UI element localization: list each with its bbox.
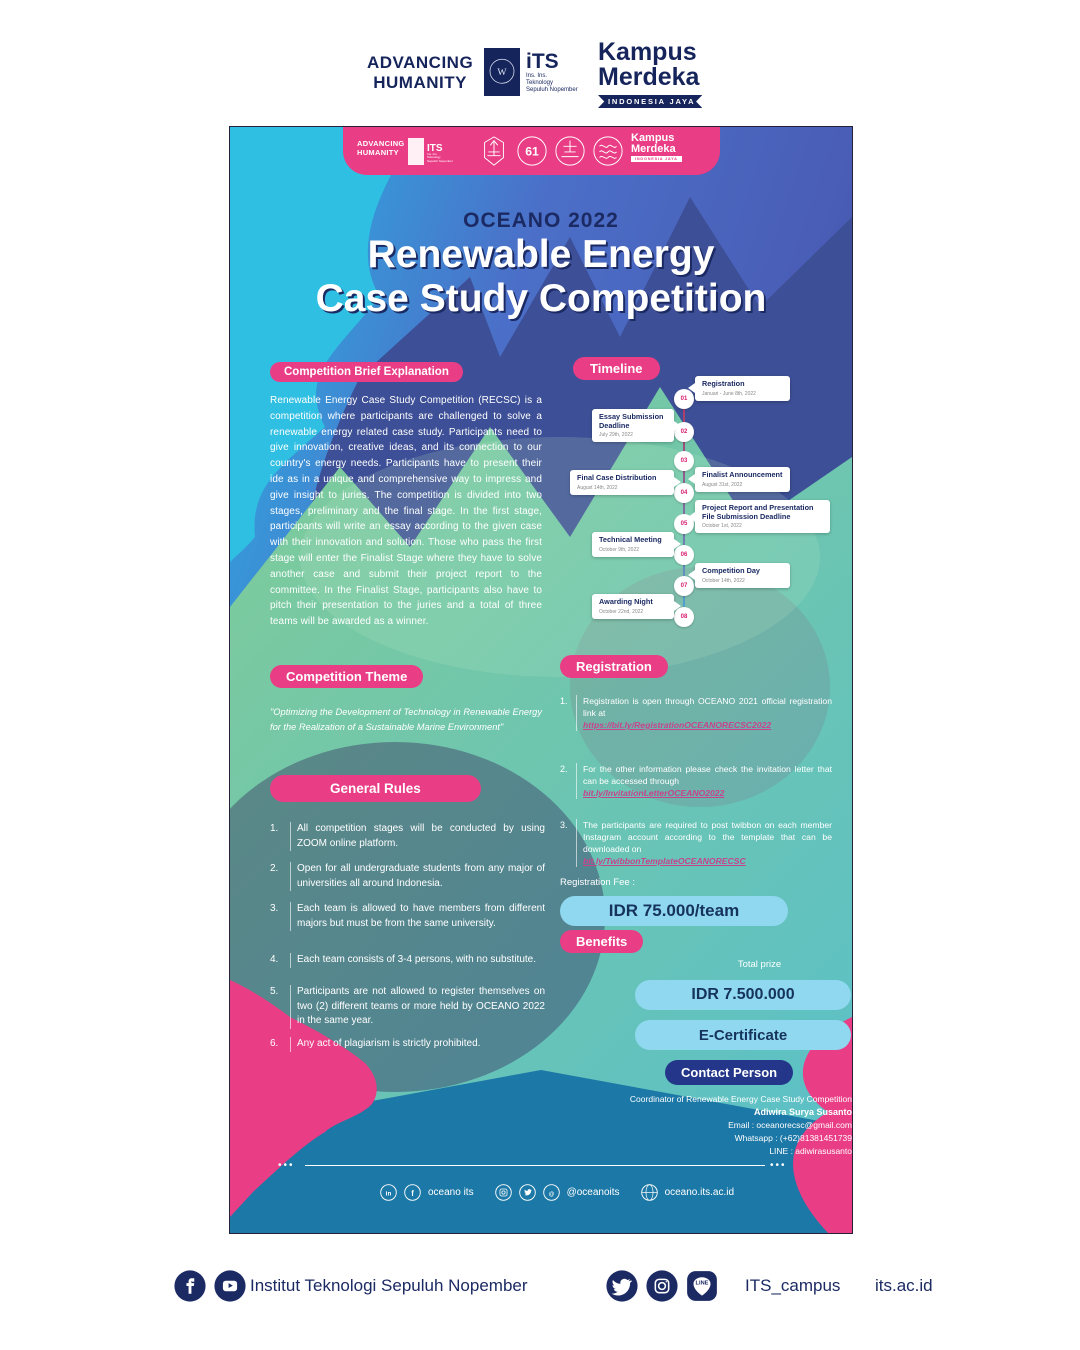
- svg-text:in: in: [386, 1190, 392, 1197]
- svg-text:LINE: LINE: [696, 1281, 709, 1287]
- svg-text:61: 61: [525, 145, 539, 159]
- svg-text:@: @: [548, 1191, 554, 1197]
- svg-text:f: f: [411, 1189, 414, 1198]
- svg-text:W: W: [497, 67, 507, 78]
